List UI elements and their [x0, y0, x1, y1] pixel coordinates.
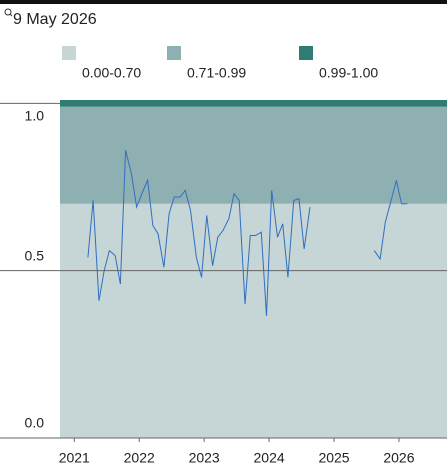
x-tick-label: 2023 [189, 450, 220, 466]
x-tick-label: 2026 [383, 450, 414, 466]
legend-label: 0.71-0.99 [187, 65, 246, 81]
legend-swatch [167, 46, 181, 60]
y-tick-label: 0.0 [25, 415, 45, 431]
x-tick-label: 2025 [318, 450, 349, 466]
y-tick-label: 0.5 [25, 247, 45, 263]
data-line [87, 150, 408, 316]
top-bar [0, 0, 447, 4]
x-tick-label: 2021 [59, 450, 90, 466]
legend-label: 0.00-0.70 [82, 65, 141, 81]
legend-swatch [299, 46, 313, 60]
band [60, 203, 447, 438]
band [60, 106, 447, 204]
x-tick-label: 2022 [124, 450, 155, 466]
y-tick-label: 1.0 [25, 108, 45, 124]
legend-swatch [62, 46, 76, 60]
search-icon [4, 8, 13, 17]
legend-label: 0.99-1.00 [319, 65, 378, 81]
chart-title: 9 May 2026 [13, 11, 97, 28]
x-tick-label: 2024 [254, 450, 285, 466]
